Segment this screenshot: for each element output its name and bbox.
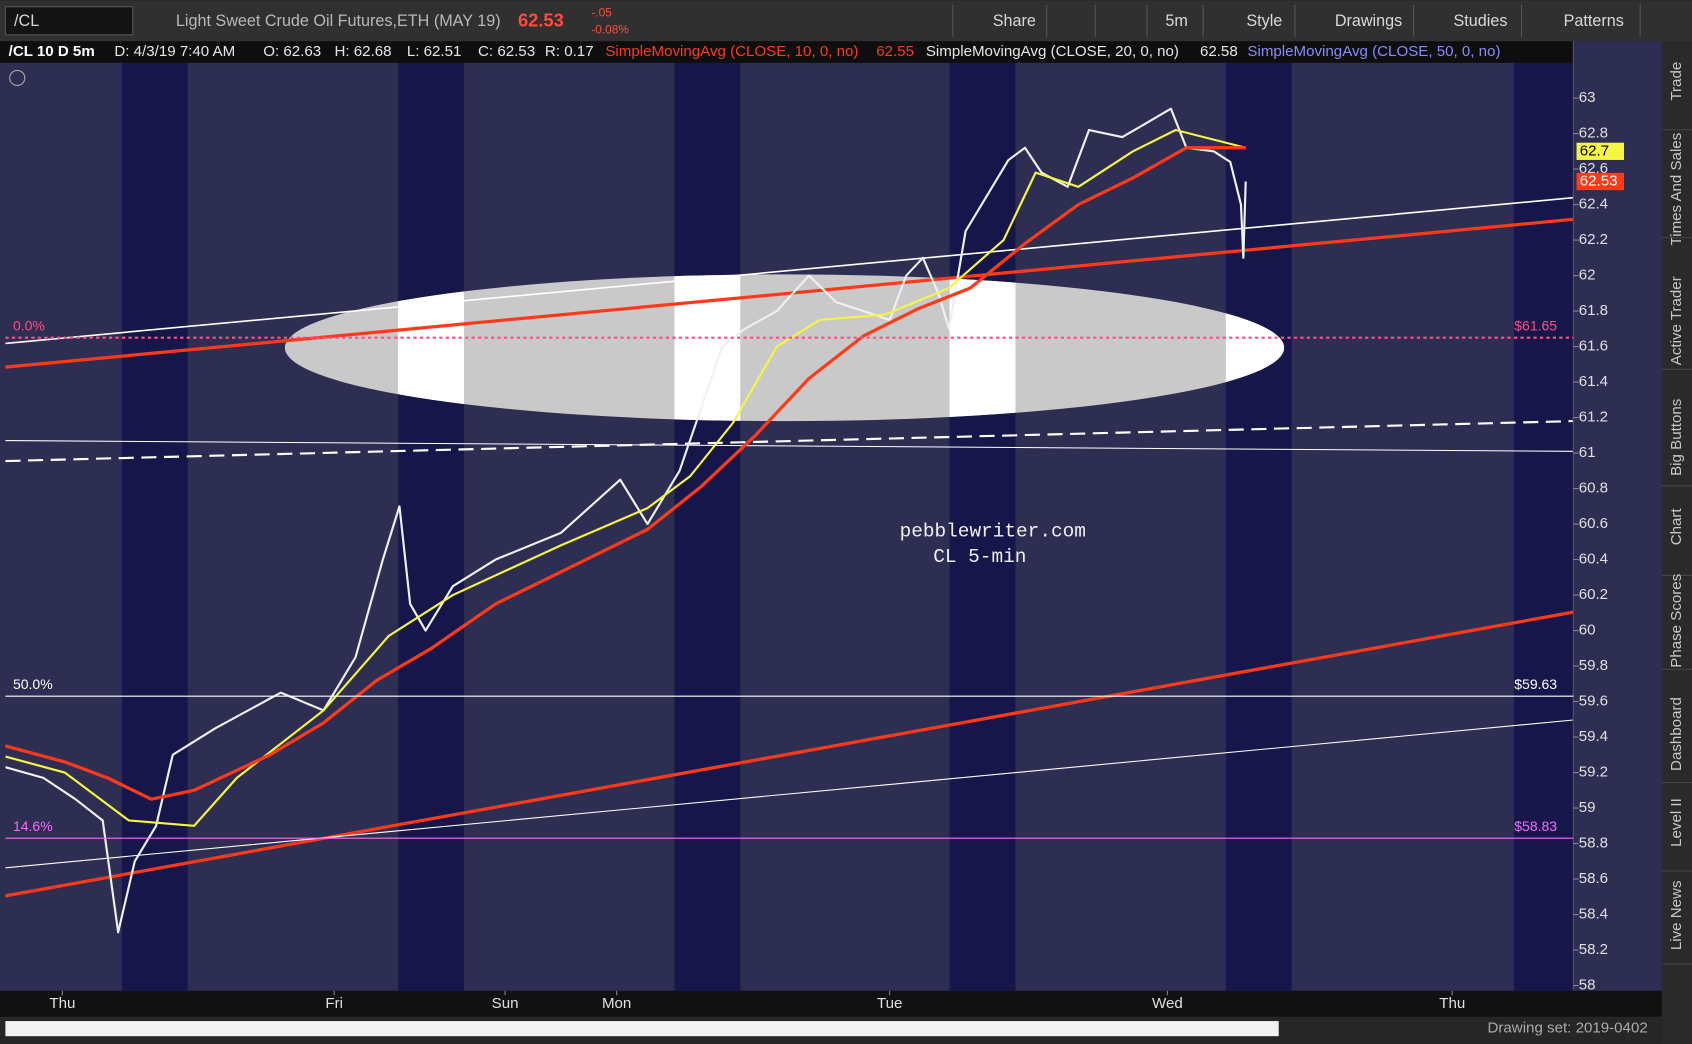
side-tab[interactable]: Dashboard xyxy=(1668,697,1685,771)
y-tick-label: 61.2 xyxy=(1579,409,1608,426)
x-tick-label: Mon xyxy=(602,995,631,1012)
x-tick-label: Sun xyxy=(492,995,519,1012)
drawing-set: Drawing set: 2019-0402 xyxy=(1487,1020,1647,1037)
symbol-box[interactable] xyxy=(4,6,134,36)
timeframe-button[interactable]: 5m xyxy=(1165,12,1187,30)
y-tick-label: 62 xyxy=(1579,267,1596,284)
price-tag-label: 62.7 xyxy=(1580,142,1609,159)
y-tick-label: 58.2 xyxy=(1579,941,1608,958)
info-chart: /CL 10 D 5m xyxy=(9,43,95,60)
level-name: 0.0% xyxy=(13,318,45,334)
x-tick-label: Tue xyxy=(877,995,902,1012)
session-bands xyxy=(121,62,1574,991)
level-label: $58.83 xyxy=(1514,818,1557,834)
info-bar xyxy=(0,41,1574,63)
ellipse-highlight xyxy=(284,274,1285,422)
level-label: $59.63 xyxy=(1514,676,1557,692)
toolbar xyxy=(0,0,1692,42)
y-tick-label: 61.8 xyxy=(1579,302,1608,319)
y-tick-label: 59.8 xyxy=(1579,657,1608,674)
scrollbar[interactable] xyxy=(5,1021,1279,1037)
sma10-label: SimpleMovingAvg (CLOSE, 10, 0, no) xyxy=(605,43,858,60)
y-tick-label: 58.8 xyxy=(1579,835,1608,852)
y-tick-label: 60.4 xyxy=(1579,551,1608,568)
style-button[interactable]: Style xyxy=(1246,12,1282,30)
y-tick-label: 58.4 xyxy=(1579,906,1608,923)
y-tick-label: 58 xyxy=(1579,977,1596,994)
share-button[interactable]: Share xyxy=(993,12,1036,30)
y-tick-label: 61.6 xyxy=(1579,338,1608,355)
level-label: $61.65 xyxy=(1514,318,1557,334)
y-tick-label: 61 xyxy=(1579,444,1596,461)
change: -.05 xyxy=(591,5,612,19)
y-tick-label: 59.2 xyxy=(1579,764,1608,781)
side-tab[interactable]: Big Buttons xyxy=(1668,399,1685,476)
x-tick-label: Thu xyxy=(1439,995,1465,1012)
chart-background xyxy=(0,41,1662,991)
info-close: C: 62.53 xyxy=(478,43,535,60)
price-line xyxy=(5,128,1246,827)
studies-button[interactable]: Studies xyxy=(1454,12,1508,30)
price-tag xyxy=(1576,142,1625,160)
level-name: 14.6% xyxy=(13,818,53,834)
info-high: H: 62.68 xyxy=(335,43,392,60)
y-tick-label: 63 xyxy=(1579,89,1596,106)
sma20-value: 62.58 xyxy=(1200,43,1238,60)
y-tick-label: 60.8 xyxy=(1579,480,1608,497)
y-tick-label: 60 xyxy=(1579,622,1596,639)
side-tab[interactable]: Phase Scores xyxy=(1668,574,1685,668)
side-tab[interactable]: Times And Sales xyxy=(1668,133,1685,246)
y-tick-label: 58.6 xyxy=(1579,870,1608,887)
symbol: /CL xyxy=(14,12,39,30)
price-tag xyxy=(1576,172,1625,191)
info-low: L: 62.51 xyxy=(407,43,462,60)
side-tab[interactable]: Level II xyxy=(1668,798,1685,847)
y-tick-label: 59.6 xyxy=(1579,693,1608,710)
y-tick-label: 60.6 xyxy=(1579,515,1608,532)
trend-lines xyxy=(5,196,1574,898)
info-date: D: 4/3/19 7:40 AM xyxy=(114,43,235,60)
y-tick-label: 59 xyxy=(1579,799,1596,816)
x-tick-label: Fri xyxy=(325,995,343,1012)
info-open: O: 62.63 xyxy=(263,43,321,60)
sma50-label: SimpleMovingAvg (CLOSE, 50, 0, no) xyxy=(1247,43,1500,60)
price-line xyxy=(5,146,1246,801)
toolbar-separators xyxy=(952,4,1641,37)
change-pct: -0.08% xyxy=(591,23,629,37)
sma20-label: SimpleMovingAvg (CLOSE, 20, 0, no) xyxy=(926,43,1179,60)
drawings-button[interactable]: Drawings xyxy=(1335,12,1402,30)
last-price: 62.53 xyxy=(518,10,564,31)
alert-icon[interactable] xyxy=(9,69,26,87)
sma10-value: 62.55 xyxy=(876,43,914,60)
x-tick-label: Thu xyxy=(49,995,75,1012)
y-tick-label: 62.4 xyxy=(1579,196,1608,213)
price-line xyxy=(5,107,1247,934)
y-tick-label: 59.4 xyxy=(1579,728,1608,745)
x-axis-bar xyxy=(0,990,1662,1017)
y-tick-label: 62.8 xyxy=(1579,125,1608,142)
y-tick-label: 61.4 xyxy=(1579,373,1608,390)
x-tick-label: Wed xyxy=(1152,995,1183,1012)
plot-marks xyxy=(5,107,1247,934)
side-tab[interactable]: Chart xyxy=(1668,508,1685,546)
price-tag-label: 62.53 xyxy=(1580,172,1618,189)
side-panel xyxy=(1661,41,1692,1044)
watermark: CL 5-min xyxy=(933,546,1026,568)
side-tab[interactable]: Trade xyxy=(1668,62,1685,101)
side-tab[interactable]: Active Trader xyxy=(1668,276,1685,365)
description: Light Sweet Crude Oil Futures,ETH (MAY 1… xyxy=(176,12,501,30)
side-tab[interactable]: Live News xyxy=(1668,881,1685,951)
y-tick-label: 62.6 xyxy=(1579,160,1608,177)
level-name: 50.0% xyxy=(13,676,53,692)
info-range: R: 0.17 xyxy=(545,43,594,60)
y-tick-label: 62.2 xyxy=(1579,231,1608,248)
y-tick-label: 60.2 xyxy=(1579,586,1608,603)
side-tabs: Trade Times And Sales Active Trader Big But… xyxy=(1661,62,1692,965)
watermark: pebblewriter.com xyxy=(900,520,1086,542)
patterns-button[interactable]: Patterns xyxy=(1564,12,1624,30)
